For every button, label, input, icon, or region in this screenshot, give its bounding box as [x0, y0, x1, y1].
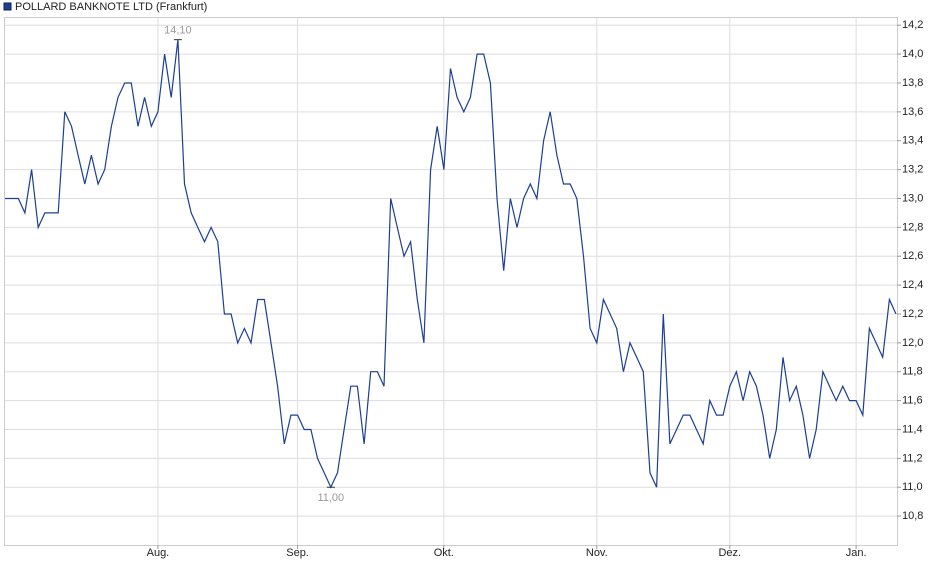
- price-line: [5, 39, 897, 489]
- y-tick-label: 13,6: [902, 106, 923, 118]
- y-tick-label: 12,8: [902, 221, 923, 233]
- y-tick-label: 13,0: [902, 192, 923, 204]
- chart-title: POLLARD BANKNOTE LTD (Frankfurt): [15, 1, 207, 13]
- y-tick-label: 10,8: [902, 510, 923, 522]
- x-tick-label: Jan.: [846, 547, 867, 559]
- y-tick-label: 11,8: [902, 366, 923, 378]
- y-tick-label: 12,0: [902, 337, 923, 349]
- x-tick-label: Okt.: [434, 547, 454, 559]
- y-tick-label: 13,2: [902, 164, 923, 176]
- y-tick-label: 12,6: [902, 250, 923, 262]
- y-tick-label: 11,0: [902, 481, 923, 493]
- x-tick-label: Sep.: [286, 547, 309, 559]
- y-tick-label: 12,4: [902, 279, 923, 291]
- annotation: 11,00: [317, 492, 344, 504]
- legend-swatch: [3, 2, 12, 11]
- x-tick-label: Aug.: [147, 547, 170, 559]
- y-tick-label: 11,6: [902, 395, 923, 407]
- annotation: 14,10: [164, 25, 192, 37]
- y-tick-label: 13,8: [902, 77, 923, 89]
- x-tick-label: Nov.: [586, 547, 608, 559]
- x-tick-label: Dez.: [718, 547, 741, 559]
- y-tick-label: 14,0: [902, 48, 923, 60]
- y-tick-label: 13,4: [902, 135, 923, 147]
- plot-frame: [4, 17, 898, 546]
- y-tick-label: 14,2: [902, 19, 923, 31]
- y-tick-label: 11,4: [902, 423, 923, 435]
- y-tick-label: 11,2: [902, 452, 923, 464]
- y-tick-label: 12,2: [902, 308, 923, 320]
